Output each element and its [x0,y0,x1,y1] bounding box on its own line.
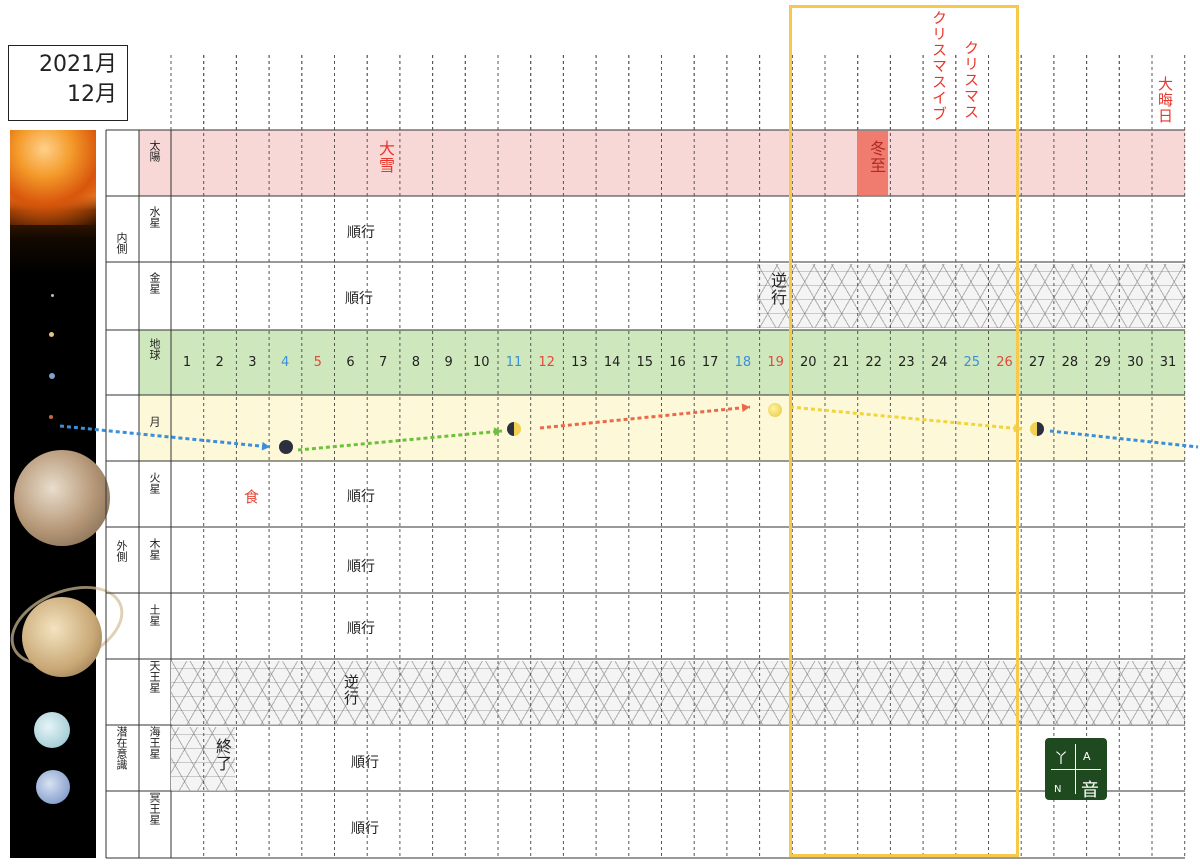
logo-a: A [1083,750,1091,763]
day-number: 1 [182,355,192,370]
mars-eclipse-label: 食 [244,488,260,506]
day-number: 18 [734,355,752,370]
row-label-neptune: 海王星 [148,726,161,759]
group-outer-label: 外側 [115,540,128,562]
sun-image [10,130,96,225]
day-number: 17 [701,355,719,370]
row-label-saturn: 土星 [148,604,161,626]
day-number: 11 [505,355,523,370]
venus-retrograde-area [757,264,1185,328]
day-number: 29 [1094,355,1111,370]
day-number: 25 [963,355,981,370]
title-month: 12月 [67,82,117,107]
jupiter-image [14,450,110,546]
day-number: 31 [1159,355,1177,370]
mercury-image [51,294,54,297]
day-number: 4 [280,355,290,370]
saturn-status: 順行 [347,621,375,637]
moon-arrow-yellow [789,405,1023,431]
row-label-sun: 太陽 [148,140,161,162]
day-number: 26 [996,355,1013,370]
venus-status: 順行 [345,291,373,307]
neptune-end-label: 終了 [213,738,232,772]
uranus-image [34,712,70,748]
mars-status: 順行 [347,489,375,505]
day-number: 15 [636,355,654,370]
day-number: 10 [473,355,490,370]
row-label-uranus: 天王星 [148,660,161,693]
day-number: 20 [800,355,817,370]
moon-arrow-blue-1 [59,424,271,449]
earth-label-band [139,330,171,395]
day-number: 14 [603,355,621,370]
moon-arrow-blue-2 [1049,429,1199,449]
last-quarter-moon-icon [1030,422,1044,436]
new-moon-icon [279,440,293,454]
day-number: 12 [538,355,555,370]
neptune-image [36,770,70,804]
group-inner-label: 内側 [115,232,128,254]
row-label-venus: 金星 [148,272,161,294]
day-number: 24 [930,355,948,370]
day-number: 27 [1028,355,1046,370]
calendar-title: 2021月 12月 [8,45,128,121]
row-label-mars: 火星 [148,472,161,494]
pluto-status: 順行 [351,821,379,837]
logo-sprout-icon: 丫 [1054,751,1068,767]
first-quarter-moon-icon [507,422,521,436]
logo-on: 音 [1081,780,1099,801]
row-label-pluto: 冥王星 [148,792,161,825]
day-number: 6 [346,355,355,370]
venus-retrograde-label: 逆行 [768,272,787,306]
neptune-retrograde-area [171,727,235,791]
day-number: 7 [379,355,388,370]
full-moon-icon [768,403,782,417]
day-number: 23 [898,355,915,370]
moon-arrow-green [297,429,503,452]
event-touji: 冬至 [867,140,886,174]
day-number: 2 [215,355,224,370]
event-christmas-eve: クリスマスイブ [930,10,948,122]
day-number: 21 [832,355,850,370]
day-number: 9 [444,355,453,370]
saturn-image [22,597,102,677]
uranus-retrograde-label: 逆行 [342,674,360,706]
neptune-status: 順行 [351,755,379,771]
venus-image [49,332,54,337]
earth-image [49,373,55,379]
mercury-status: 順行 [347,225,375,241]
day-number: 13 [571,355,588,370]
day-number: 3 [248,355,257,370]
event-christmas: クリスマス [962,40,980,120]
logo-n: N [1054,784,1062,795]
jupiter-status: 順行 [347,559,375,575]
title-year: 2021月 [39,52,117,77]
event-omisoka: 大晦日 [1156,76,1174,124]
day-number: 19 [767,355,784,370]
logo: 丫 A N 音 [1045,738,1107,801]
row-label-moon: 月 [148,416,161,427]
event-taisetsu: 大雪 [376,140,395,174]
group-subconscious-label: 潜在意識 [115,726,128,770]
moon-arrow-red [539,405,751,430]
day-number: 28 [1061,355,1079,370]
mars-image [49,415,53,419]
day-number: 8 [411,355,421,370]
row-label-earth: 地球 [148,338,161,360]
moon-label-band [139,395,171,461]
highlight-frame [789,5,1019,857]
row-label-mercury: 水星 [148,206,161,228]
day-number: 16 [669,355,686,370]
row-label-jupiter: 木星 [148,538,161,560]
sun-label-band [139,130,171,196]
touji-highlight [857,131,888,195]
day-number: 30 [1127,355,1144,370]
day-number: 22 [865,355,882,370]
day-number: 5 [313,355,322,370]
